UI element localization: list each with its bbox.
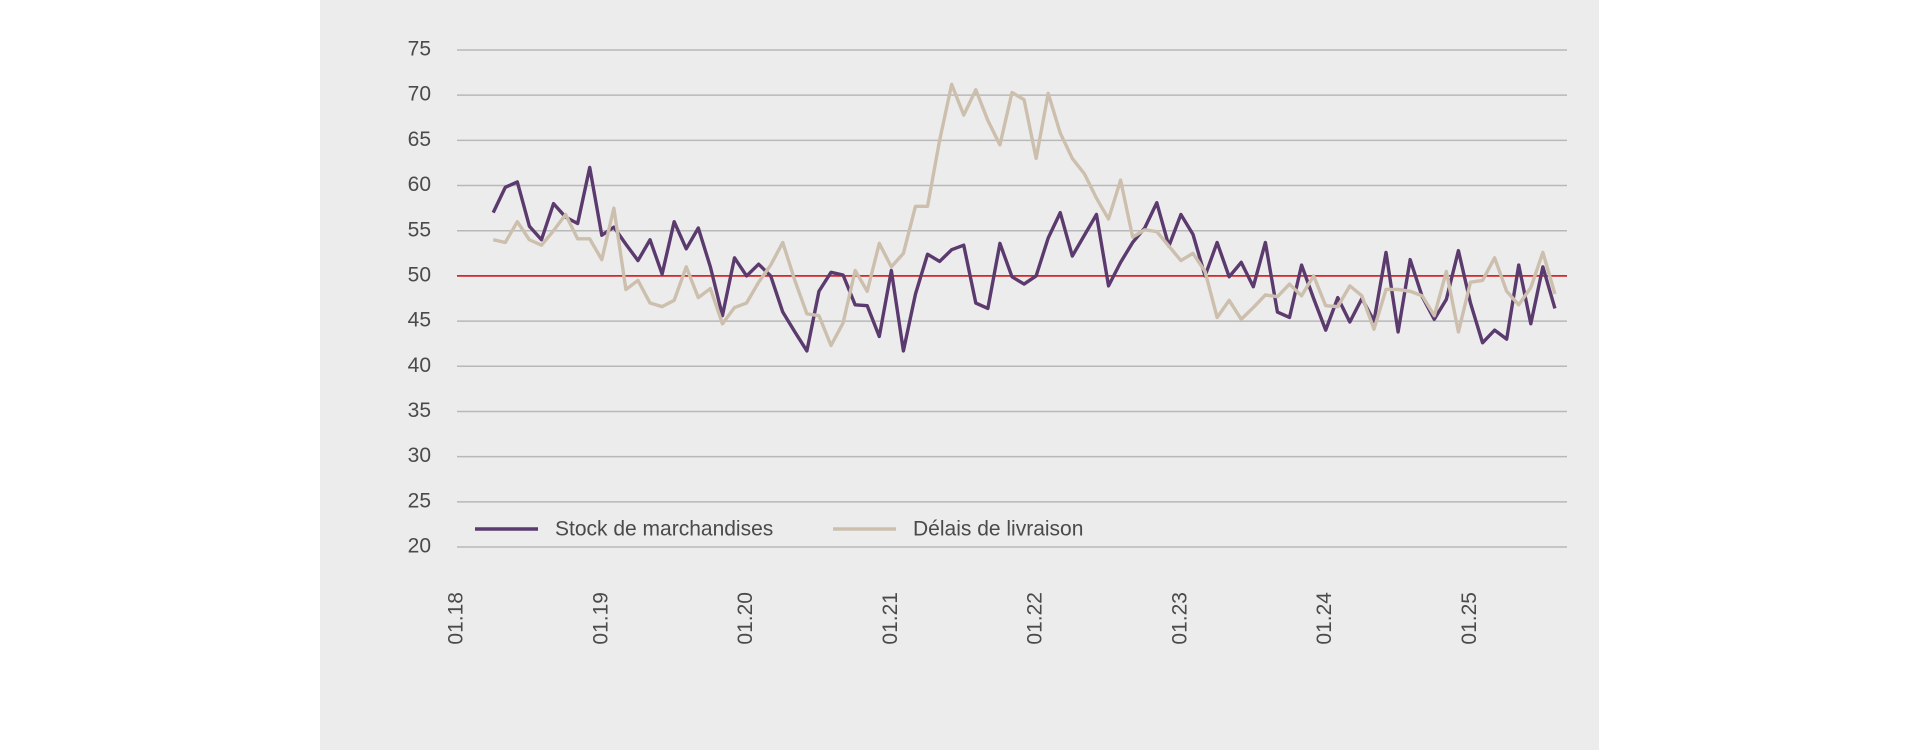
x-tick-label: 01.22 xyxy=(1024,592,1047,645)
legend-label: Stock de marchandises xyxy=(555,518,773,541)
y-tick-label: 20 xyxy=(408,535,431,558)
x-tick-label: 01.24 xyxy=(1313,592,1336,645)
legend-label: Délais de livraison xyxy=(913,518,1083,541)
y-tick-label: 40 xyxy=(408,354,431,377)
chart-panel xyxy=(320,0,1599,750)
y-tick-label: 30 xyxy=(408,444,431,467)
y-tick-label: 50 xyxy=(408,263,431,286)
x-tick-label: 01.19 xyxy=(589,592,612,645)
y-tick-label: 60 xyxy=(408,173,431,196)
x-tick-label: 01.21 xyxy=(879,592,902,645)
x-tick-label: 01.20 xyxy=(734,592,757,645)
line-series xyxy=(492,82,1557,348)
y-tick-label: 35 xyxy=(408,399,431,422)
x-tick-label: 01.23 xyxy=(1168,592,1191,645)
line-series xyxy=(491,165,1557,353)
y-tick-label: 70 xyxy=(408,83,431,106)
y-tick-label: 45 xyxy=(408,309,431,332)
y-tick-label: 55 xyxy=(408,218,431,241)
y-tick-label: 25 xyxy=(408,489,431,512)
x-tick-label: 01.25 xyxy=(1458,592,1481,645)
x-tick-label: 01.18 xyxy=(445,592,468,645)
y-tick-label: 75 xyxy=(408,38,431,61)
y-tick-label: 65 xyxy=(408,128,431,151)
